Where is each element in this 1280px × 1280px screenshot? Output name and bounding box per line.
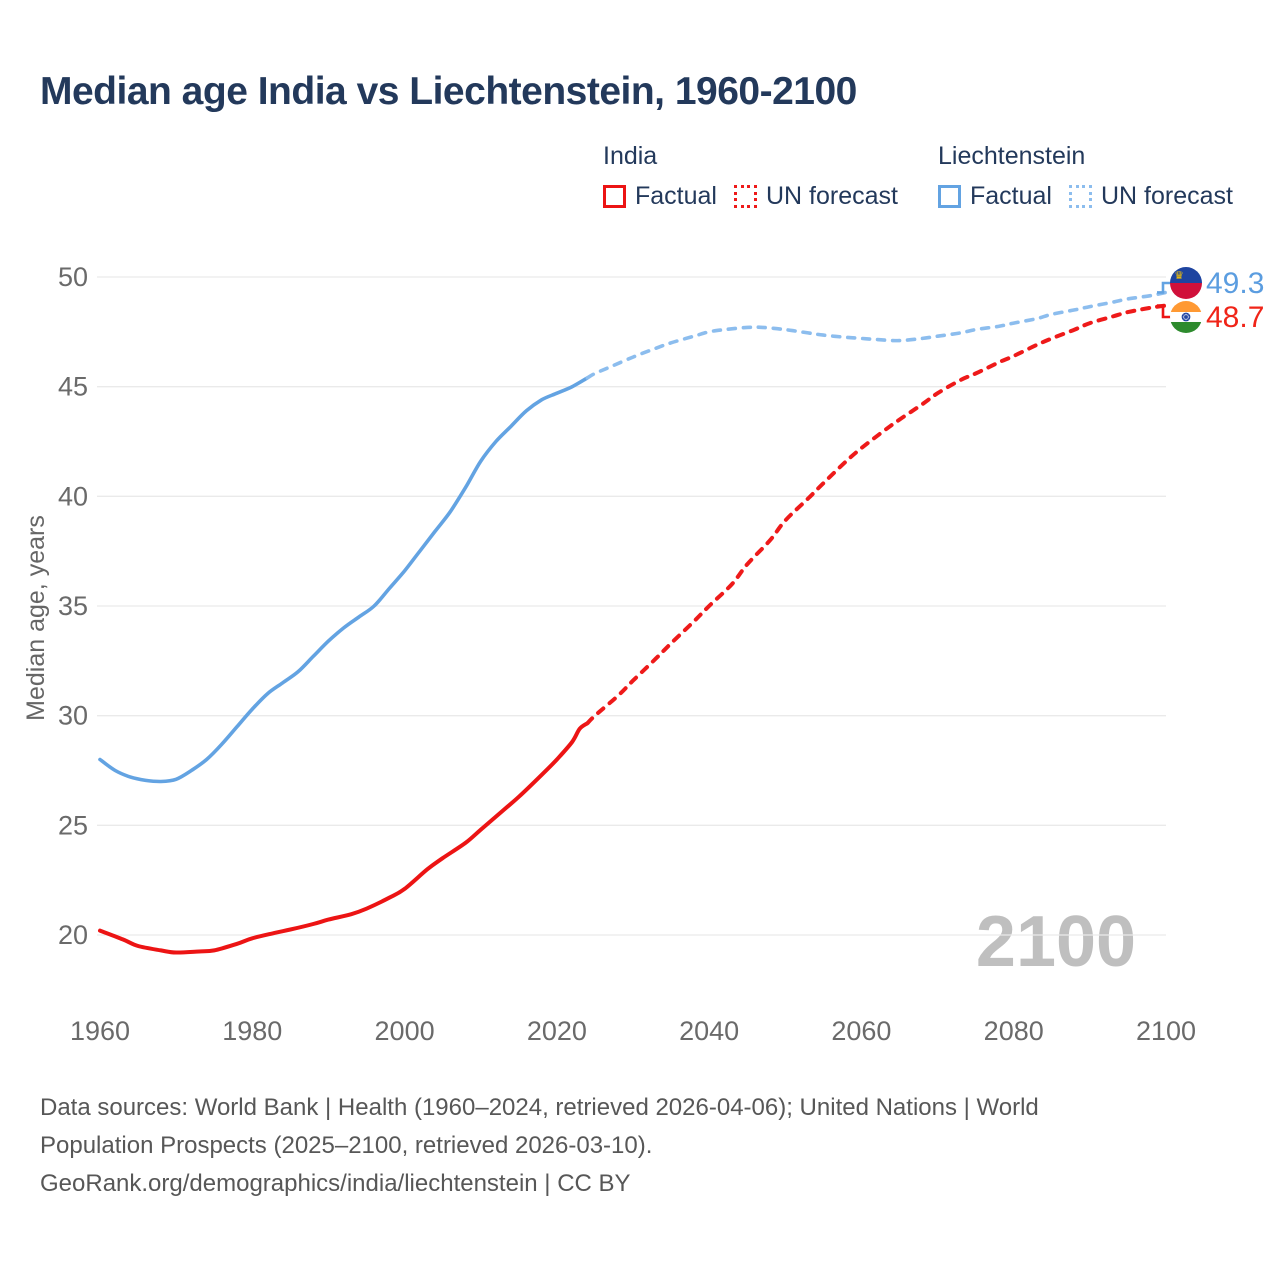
liechtenstein-factual-swatch-icon bbox=[938, 185, 961, 208]
india-flag-icon bbox=[1170, 301, 1202, 333]
india-end-value: 48.7 bbox=[1206, 301, 1264, 334]
legend-liechtenstein-factual-item: Factual bbox=[938, 182, 1052, 211]
liechtenstein-leader-line bbox=[1157, 281, 1171, 294]
legend-liechtenstein-forecast-label: UN forecast bbox=[1100, 182, 1233, 210]
svg-text:2000: 2000 bbox=[375, 1016, 435, 1046]
liechtenstein-factual-line bbox=[98, 376, 590, 784]
svg-text:35: 35 bbox=[58, 591, 88, 621]
legend-india-factual-label: Factual bbox=[635, 182, 717, 210]
svg-text:25: 25 bbox=[58, 810, 88, 840]
legend-liechtenstein-forecast-item: UN forecast bbox=[1068, 182, 1233, 211]
legend-group-india: India Factual UN forecast bbox=[603, 142, 898, 211]
liechtenstein-end-value: 49.3 bbox=[1206, 267, 1264, 300]
india-forecast-swatch-icon bbox=[733, 185, 757, 208]
svg-text:30: 30 bbox=[58, 701, 88, 731]
y-axis-title: Median age, years bbox=[22, 515, 50, 721]
svg-text:2040: 2040 bbox=[679, 1016, 739, 1046]
footer-sources-line-2: Population Prospects (2025–2100, retriev… bbox=[40, 1132, 653, 1159]
svg-text:50: 50 bbox=[58, 262, 88, 292]
svg-text:1980: 1980 bbox=[222, 1016, 282, 1046]
svg-text:20: 20 bbox=[58, 920, 88, 950]
x-axis-tick-labels: 1960 1980 2000 2020 2040 2060 2080 2100 bbox=[70, 1016, 1196, 1046]
legend-liechtenstein-title: Liechtenstein bbox=[938, 142, 1086, 170]
india-forecast-line bbox=[585, 303, 1168, 726]
india-factual-swatch-icon bbox=[603, 185, 626, 208]
legend-liechtenstein-row: Factual UN forecast bbox=[938, 182, 1233, 211]
svg-text:2080: 2080 bbox=[984, 1016, 1044, 1046]
legend-india-factual-item: Factual bbox=[603, 182, 717, 211]
svg-text:♛: ♛ bbox=[1174, 270, 1184, 282]
legend-india-title: India bbox=[603, 142, 658, 170]
india-factual-line bbox=[98, 721, 590, 955]
svg-text:45: 45 bbox=[58, 372, 88, 402]
watermark-year: 2100 bbox=[976, 902, 1136, 982]
india-leader-line bbox=[1157, 304, 1171, 319]
liechtenstein-flag-icon: ♛ bbox=[1170, 267, 1202, 299]
svg-text:1960: 1960 bbox=[70, 1016, 130, 1046]
gridlines bbox=[97, 276, 1166, 936]
svg-text:2100: 2100 bbox=[1136, 1016, 1196, 1046]
legend-india-forecast-item: UN forecast bbox=[733, 182, 898, 211]
liechtenstein-forecast-line bbox=[585, 290, 1168, 380]
footer-sources-line-1: Data sources: World Bank | Health (1960–… bbox=[40, 1094, 1039, 1121]
svg-text:2060: 2060 bbox=[831, 1016, 891, 1046]
svg-text:2020: 2020 bbox=[527, 1016, 587, 1046]
y-axis-tick-labels: 20 25 30 35 40 45 50 bbox=[58, 262, 88, 950]
legend-liechtenstein-factual-label: Factual bbox=[970, 182, 1052, 210]
page-title: Median age India vs Liechtenstein, 1960-… bbox=[40, 70, 857, 113]
footer: Data sources: World Bank | Health (1960–… bbox=[40, 1089, 1039, 1203]
legend-india-forecast-label: UN forecast bbox=[765, 182, 898, 210]
liechtenstein-forecast-swatch-icon bbox=[1068, 185, 1092, 208]
svg-text:40: 40 bbox=[58, 481, 88, 511]
legend-india-row: Factual UN forecast bbox=[603, 182, 898, 211]
legend-group-liechtenstein: Liechtenstein Factual UN forecast bbox=[938, 142, 1233, 211]
footer-attribution: GeoRank.org/demographics/india/liechtens… bbox=[40, 1170, 631, 1197]
